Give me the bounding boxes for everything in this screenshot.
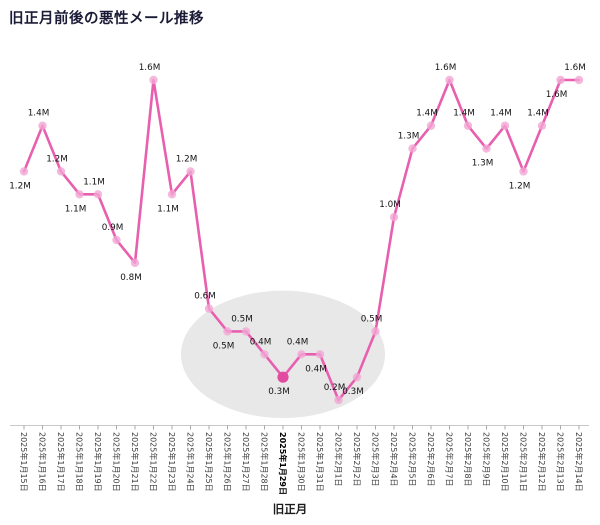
x-tick-label: 2025年2月6日 [426,432,436,487]
data-point-marker [241,327,251,336]
data-point-label: 1.4M [416,109,438,119]
data-point-label: 0.2M [324,383,346,393]
data-point-marker [463,121,473,130]
data-point-marker [482,144,491,153]
data-point-label: 0.3M [268,387,290,397]
x-tick-label: 2025年1月24日 [186,432,196,492]
data-point-label: 1.6M [139,63,161,73]
data-point-marker [556,75,565,85]
data-point-marker [334,395,343,405]
highlight-marker [277,371,289,383]
data-point-marker [297,350,306,359]
x-tick-label: 2025年1月16日 [38,432,48,492]
x-tick-label: 2025年2月10日 [500,432,510,492]
x-tick-label: 2025年1月31日 [315,432,325,492]
data-point-label: 0.5M [213,341,235,351]
x-tick-label: 2025年2月8日 [463,432,473,487]
data-point-marker [352,372,362,382]
data-point-marker [93,190,103,199]
data-point-label: 0.4M [250,337,272,347]
x-tick-label-highlighted: 2025年1月29日 [278,432,288,495]
x-tick-label: 2025年2月3日 [371,432,381,487]
data-point-label: 1.6M [435,63,457,73]
data-point-marker [149,75,158,85]
data-point-label: 1.4M [490,109,512,119]
data-point-label: 0.4M [305,364,327,374]
x-tick-label: 2025年1月19日 [93,432,103,492]
data-point-label: 1.1M [157,204,179,214]
data-point-label: 1.0M [379,200,401,210]
data-point-label: 1.2M [509,181,531,191]
data-point-label: 1.3M [398,132,420,142]
data-point-label: 1.1M [83,177,105,187]
data-point-label: 1.2M [9,181,31,191]
data-point-label: 1.6M [546,90,568,100]
data-point-marker [537,121,547,130]
x-tick-label: 2025年2月7日 [445,432,455,487]
x-tick-label: 2025年1月27日 [241,432,251,492]
x-tick-label: 2025年1月17日 [56,432,66,492]
data-point-marker [426,121,436,130]
x-tick-label: 2025年1月25日 [204,432,214,492]
data-point-label: 0.8M [120,273,142,283]
data-point-marker [500,121,510,130]
data-point-marker [519,167,528,176]
x-tick-label: 2025年2月5日 [408,432,418,487]
data-point-marker [574,75,584,85]
x-axis-label: 旧正月 [272,502,308,516]
data-point-marker [56,167,66,176]
x-tick-label: 2025年1月18日 [75,432,85,492]
data-point-label: 1.4M [453,109,475,119]
data-point-marker [315,350,325,359]
x-tick-label: 2025年1月22日 [149,432,159,492]
x-tick-label: 2025年1月30日 [297,432,307,492]
x-tick-label: 2025年2月9日 [482,432,492,487]
x-tick-label: 2025年2月2日 [352,432,362,487]
data-point-marker [371,327,380,336]
x-tick-label: 2025年2月12日 [537,432,547,492]
data-point-label: 1.3M [472,159,494,169]
x-tick-label: 2025年1月20日 [112,432,122,492]
x-tick-label: 2025年1月21日 [130,432,140,492]
data-point-label: 0.6M [194,292,216,302]
data-point-marker [130,258,140,268]
x-tick-label: 2025年1月26日 [223,432,233,492]
data-point-label: 0.4M [287,337,309,347]
x-tick-label: 2025年1月15日 [19,432,29,492]
data-point-marker [408,144,417,153]
x-tick-label: 2025年2月13日 [556,432,566,492]
data-point-label: 0.3M [342,387,364,397]
data-point-marker [75,190,84,199]
x-tick-label: 2025年2月1日 [334,432,344,487]
data-point-marker [186,167,195,176]
data-point-marker [223,327,232,336]
data-point-marker [167,190,177,199]
data-point-marker [38,121,47,130]
data-point-label: 1.4M [527,109,549,119]
data-point-marker [445,75,454,85]
data-point-marker [204,304,214,313]
data-point-label: 1.2M [176,154,198,164]
data-point-label: 0.9M [102,223,124,233]
x-tick-label: 2025年1月28日 [260,432,270,492]
data-point-label: 1.2M [46,154,68,164]
data-point-marker [112,235,121,245]
data-point-marker [389,212,399,222]
data-point-marker [19,167,29,176]
data-point-label: 1.1M [65,204,87,214]
data-point-label: 1.6M [564,63,586,73]
x-tick-label: 2025年1月23日 [167,432,177,492]
x-tick-label: 2025年2月14日 [574,432,584,492]
chart-title: 旧正月前後の悪性メール推移 [9,11,204,27]
x-tick-label: 2025年2月4日 [389,432,399,487]
data-point-label: 0.5M [231,314,253,324]
data-point-label: 1.4M [28,109,50,119]
data-point-marker [260,350,269,359]
data-point-label: 0.5M [361,314,383,324]
x-tick-label: 2025年2月11日 [519,432,529,492]
